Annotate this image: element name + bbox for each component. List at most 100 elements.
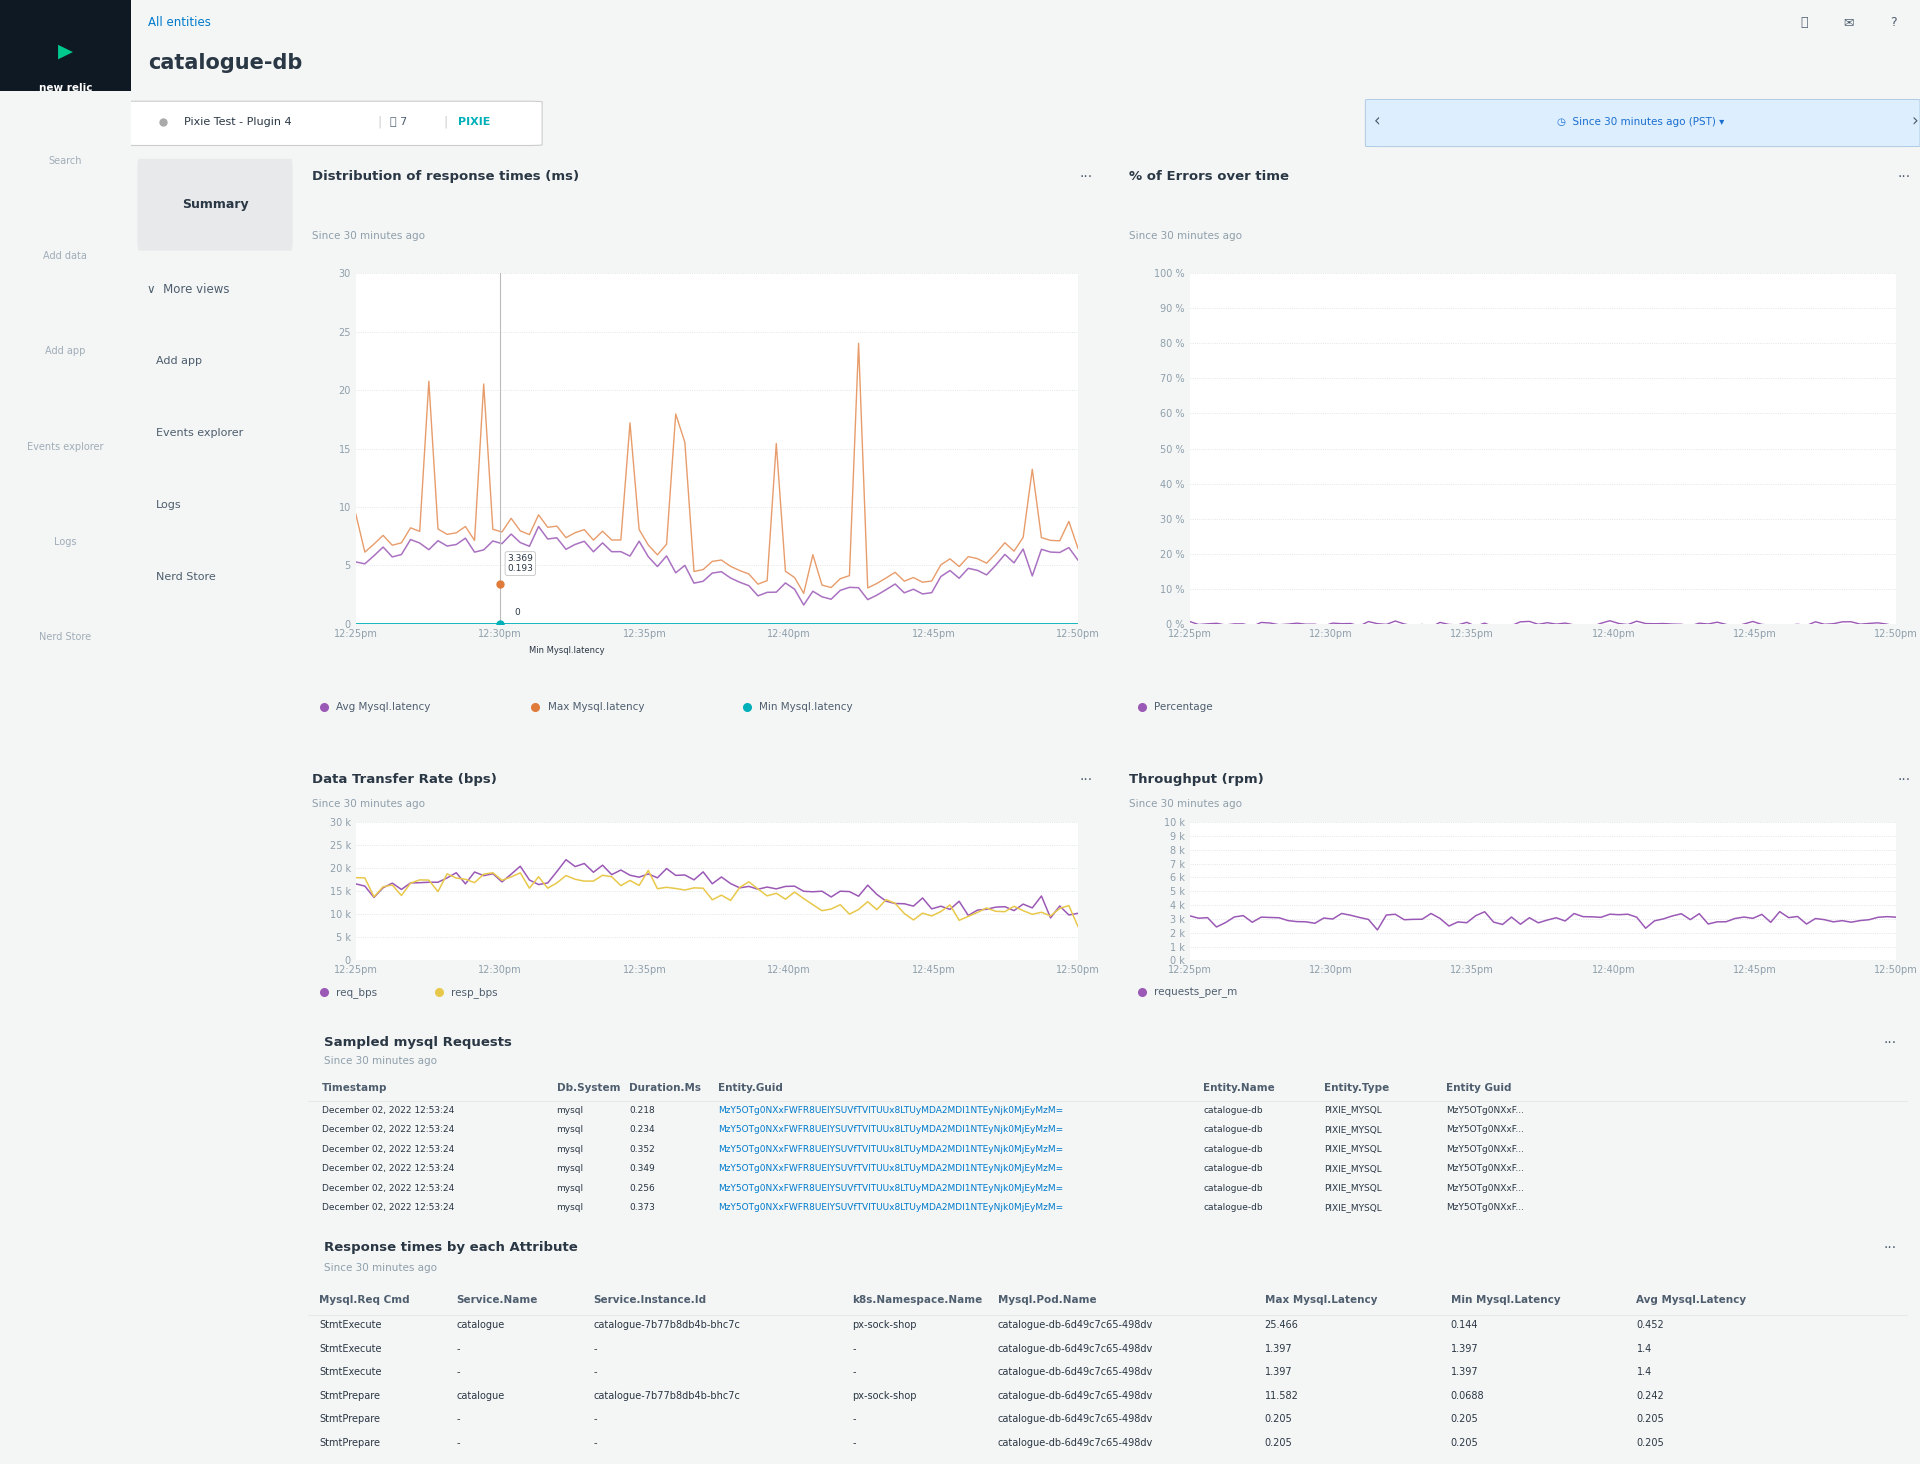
- Text: MzY5OTg0NXxFWFR8UEIYSUVfTVITUUx8LTUyMDA2MDI1NTEyNjk0MjEyMzM=: MzY5OTg0NXxFWFR8UEIYSUVfTVITUUx8LTUyMDA2…: [718, 1183, 1064, 1193]
- Text: ◷  Since 30 minutes ago (PST) ▾: ◷ Since 30 minutes ago (PST) ▾: [1557, 117, 1728, 126]
- Text: 1.397: 1.397: [1452, 1367, 1478, 1378]
- Text: -: -: [457, 1344, 459, 1354]
- Text: Percentage: Percentage: [1154, 703, 1212, 712]
- Text: k8s.Namespace.Name: k8s.Namespace.Name: [852, 1294, 983, 1304]
- Text: MzY5OTg0NXxF...: MzY5OTg0NXxF...: [1446, 1203, 1524, 1212]
- Text: Db.System: Db.System: [557, 1083, 620, 1094]
- Text: December 02, 2022 12:53:24: December 02, 2022 12:53:24: [323, 1183, 455, 1193]
- Text: ▶: ▶: [58, 42, 73, 60]
- Text: December 02, 2022 12:53:24: December 02, 2022 12:53:24: [323, 1145, 455, 1154]
- Text: requests_per_m: requests_per_m: [1154, 987, 1236, 997]
- Text: MzY5OTg0NXxFWFR8UEIYSUVfTVITUUx8LTUyMDA2MDI1NTEyNjk0MjEyMzM=: MzY5OTg0NXxFWFR8UEIYSUVfTVITUUx8LTUyMDA2…: [718, 1105, 1064, 1114]
- Text: 0.242: 0.242: [1636, 1391, 1665, 1401]
- Text: Entity Guid: Entity Guid: [1446, 1083, 1511, 1094]
- Text: December 02, 2022 12:53:24: December 02, 2022 12:53:24: [323, 1164, 455, 1173]
- Text: 0.205: 0.205: [1265, 1438, 1292, 1448]
- Text: ···: ···: [1079, 170, 1092, 184]
- Text: ›: ›: [1912, 113, 1918, 130]
- Text: Since 30 minutes ago: Since 30 minutes ago: [311, 799, 424, 810]
- Text: StmtExecute: StmtExecute: [319, 1367, 382, 1378]
- Text: StmtPrepare: StmtPrepare: [319, 1414, 380, 1424]
- Text: 11.582: 11.582: [1265, 1391, 1298, 1401]
- Text: 1.397: 1.397: [1265, 1344, 1292, 1354]
- Text: catalogue-db-6d49c7c65-498dv: catalogue-db-6d49c7c65-498dv: [998, 1391, 1154, 1401]
- Text: MzY5OTg0NXxFWFR8UEIYSUVfTVITUUx8LTUyMDA2MDI1NTEyNjk0MjEyMzM=: MzY5OTg0NXxFWFR8UEIYSUVfTVITUUx8LTUyMDA2…: [718, 1126, 1064, 1135]
- Text: ⎘: ⎘: [1799, 16, 1807, 29]
- Text: |: |: [444, 116, 447, 127]
- Text: PIXIE: PIXIE: [459, 117, 490, 126]
- Text: catalogue-db-6d49c7c65-498dv: catalogue-db-6d49c7c65-498dv: [998, 1438, 1154, 1448]
- Text: mysql: mysql: [557, 1105, 584, 1114]
- Text: mysql: mysql: [557, 1126, 584, 1135]
- Text: Logs: Logs: [54, 537, 77, 546]
- Text: 0.205: 0.205: [1452, 1414, 1478, 1424]
- Text: Entity.Guid: Entity.Guid: [718, 1083, 783, 1094]
- Text: 25.466: 25.466: [1265, 1321, 1298, 1331]
- Text: catalogue-db: catalogue-db: [148, 53, 303, 73]
- Text: catalogue-db: catalogue-db: [1204, 1183, 1263, 1193]
- Text: px-sock-shop: px-sock-shop: [852, 1321, 918, 1331]
- Text: Search: Search: [48, 157, 83, 165]
- Text: ✉: ✉: [1843, 16, 1853, 29]
- Text: Max Mysql.latency: Max Mysql.latency: [547, 703, 643, 712]
- Text: StmtExecute: StmtExecute: [319, 1344, 382, 1354]
- Text: catalogue-db: catalogue-db: [1204, 1164, 1263, 1173]
- Text: Min Mysql.Latency: Min Mysql.Latency: [1452, 1294, 1561, 1304]
- Text: -: -: [593, 1438, 597, 1448]
- Text: -: -: [593, 1414, 597, 1424]
- Text: req_bps: req_bps: [336, 987, 376, 998]
- Text: 0.373: 0.373: [630, 1203, 655, 1212]
- Text: ⬦ 7: ⬦ 7: [390, 117, 407, 126]
- Text: Sampled mysql Requests: Sampled mysql Requests: [324, 1037, 511, 1050]
- Text: -: -: [852, 1367, 856, 1378]
- Text: ···: ···: [1079, 773, 1092, 788]
- Text: MzY5OTg0NXxFWFR8UEIYSUVfTVITUUx8LTUyMDA2MDI1NTEyNjk0MjEyMzM=: MzY5OTg0NXxFWFR8UEIYSUVfTVITUUx8LTUyMDA2…: [718, 1203, 1064, 1212]
- Text: catalogue-db: catalogue-db: [1204, 1105, 1263, 1114]
- Text: Nerd Store: Nerd Store: [156, 572, 215, 583]
- Text: new relic: new relic: [38, 83, 92, 92]
- Text: 0.234: 0.234: [630, 1126, 655, 1135]
- Text: -: -: [457, 1367, 459, 1378]
- Text: Max Mysql.Latency: Max Mysql.Latency: [1265, 1294, 1377, 1304]
- Text: catalogue-7b77b8db4b-bhc7c: catalogue-7b77b8db4b-bhc7c: [593, 1321, 741, 1331]
- Text: 0.218: 0.218: [630, 1105, 655, 1114]
- Text: December 02, 2022 12:53:24: December 02, 2022 12:53:24: [323, 1126, 455, 1135]
- Text: ?: ?: [1889, 16, 1897, 29]
- Text: catalogue-db: catalogue-db: [1204, 1145, 1263, 1154]
- Text: 0.205: 0.205: [1452, 1438, 1478, 1448]
- Text: px-sock-shop: px-sock-shop: [852, 1391, 918, 1401]
- Text: 0.349: 0.349: [630, 1164, 655, 1173]
- Text: mysql: mysql: [557, 1183, 584, 1193]
- Text: 0.452: 0.452: [1636, 1321, 1665, 1331]
- Bar: [0, 0, 131, 91]
- Text: MzY5OTg0NXxFWFR8UEIYSUVfTVITUUx8LTUyMDA2MDI1NTEyNjk0MjEyMzM=: MzY5OTg0NXxFWFR8UEIYSUVfTVITUUx8LTUyMDA2…: [718, 1145, 1064, 1154]
- Text: Add app: Add app: [44, 347, 86, 356]
- Text: mysql: mysql: [557, 1203, 584, 1212]
- Text: catalogue: catalogue: [457, 1391, 505, 1401]
- Text: Mysql.Pod.Name: Mysql.Pod.Name: [998, 1294, 1096, 1304]
- Text: 1.4: 1.4: [1636, 1344, 1651, 1354]
- Text: Distribution of response times (ms): Distribution of response times (ms): [311, 170, 578, 183]
- FancyBboxPatch shape: [1365, 100, 1920, 146]
- Text: 0.205: 0.205: [1265, 1414, 1292, 1424]
- Text: Service.Name: Service.Name: [457, 1294, 538, 1304]
- Text: 0.256: 0.256: [630, 1183, 655, 1193]
- Text: 0.205: 0.205: [1636, 1438, 1665, 1448]
- Text: Events explorer: Events explorer: [156, 427, 244, 438]
- Text: catalogue: catalogue: [457, 1321, 505, 1331]
- Text: ···: ···: [1884, 1037, 1897, 1051]
- Text: Entity.Name: Entity.Name: [1204, 1083, 1275, 1094]
- Text: Add data: Add data: [44, 252, 86, 261]
- Text: MzY5OTg0NXxF...: MzY5OTg0NXxF...: [1446, 1164, 1524, 1173]
- FancyBboxPatch shape: [138, 158, 292, 250]
- Text: PIXIE_MYSQL: PIXIE_MYSQL: [1325, 1164, 1382, 1173]
- Text: 1.397: 1.397: [1265, 1367, 1292, 1378]
- Text: mysql: mysql: [557, 1145, 584, 1154]
- Text: 1.397: 1.397: [1452, 1344, 1478, 1354]
- Text: 3.369
0.193: 3.369 0.193: [507, 553, 534, 574]
- FancyBboxPatch shape: [121, 101, 541, 145]
- Text: catalogue-7b77b8db4b-bhc7c: catalogue-7b77b8db4b-bhc7c: [593, 1391, 741, 1401]
- Text: Entity.Type: Entity.Type: [1325, 1083, 1390, 1094]
- Text: 0: 0: [515, 608, 520, 616]
- Text: Since 30 minutes ago: Since 30 minutes ago: [324, 1056, 436, 1066]
